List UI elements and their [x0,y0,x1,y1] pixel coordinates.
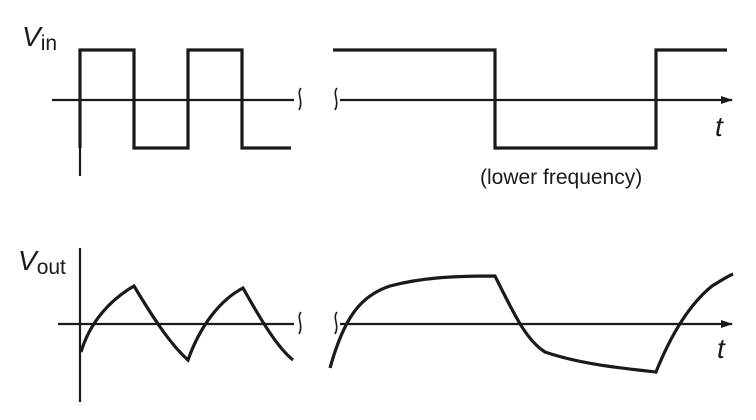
vout-label: Vout [18,245,66,279]
vin-t-label: t [715,111,724,142]
vin-subscript: in [41,32,57,55]
vout-symbol: V [18,245,39,276]
vout-response-high-freq [79,283,295,363]
vin-axis-break-right [334,87,338,111]
vout-subscript: out [37,256,66,279]
vin-label: Vin [22,21,57,55]
vin-square-wave-high-freq [78,48,291,150]
vout-axis-break-right [334,311,338,335]
vout-axis-break-left [298,311,302,335]
output-panel: Vout t [18,245,734,402]
vin-symbol: V [22,21,43,52]
vin-axis-break-left [298,87,302,111]
vout-t-label: t [717,333,726,364]
lower-frequency-note: (lower frequency) [480,166,642,189]
vout-response-low-freq [328,272,734,374]
vin-square-wave-low-freq [333,48,727,150]
input-panel: Vin t (lower frequency) [22,21,733,189]
